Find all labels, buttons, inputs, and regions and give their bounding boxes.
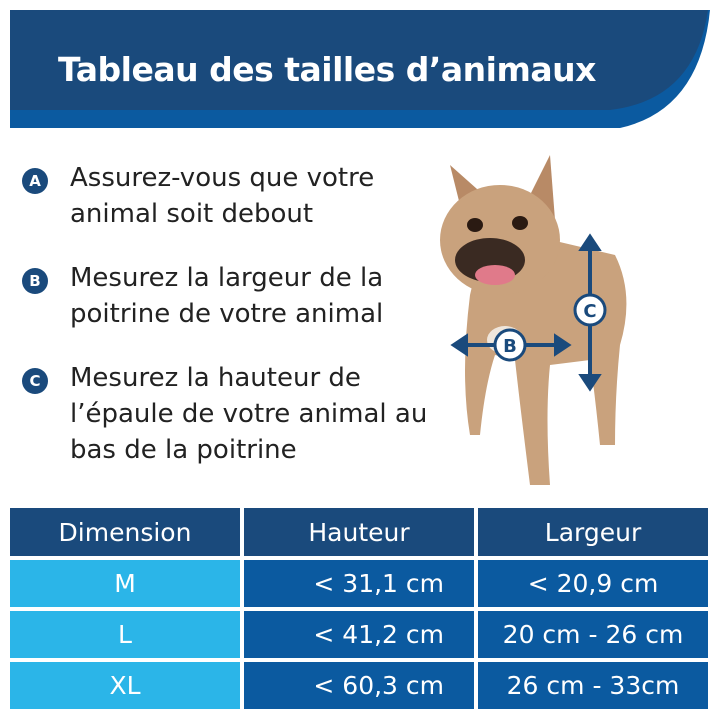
width-cell: < 20,9 cm — [478, 560, 708, 607]
height-label: C — [583, 301, 596, 322]
step-badge: C — [22, 368, 48, 394]
size-cell: XL — [10, 662, 240, 709]
banner-shape — [10, 10, 710, 128]
table-header: Dimension Hauteur Largeur — [10, 508, 708, 556]
dog-illustration: B C — [440, 155, 627, 485]
height-cell: < 41,2 cm — [244, 611, 474, 658]
step-a: A Assurez-vous que votre animal soit deb… — [22, 160, 430, 232]
header-banner: Tableau des tailles d’animaux — [10, 10, 710, 128]
table-row: M < 31,1 cm < 20,9 cm — [10, 560, 708, 607]
table-row: L < 41,2 cm 20 cm - 26 cm — [10, 611, 708, 658]
width-cell: 20 cm - 26 cm — [478, 611, 708, 658]
size-cell: L — [10, 611, 240, 658]
width-cell: 26 cm - 33cm — [478, 662, 708, 709]
step-c: C Mesurez la hauteur de l’épaule de votr… — [22, 360, 440, 468]
page-title: Tableau des tailles d’animaux — [58, 50, 596, 89]
step-badge: B — [22, 268, 48, 294]
width-label: B — [503, 336, 517, 357]
header-dimension: Dimension — [10, 508, 240, 556]
header-largeur: Largeur — [478, 508, 708, 556]
step-text: Assurez-vous que votre animal soit debou… — [70, 163, 375, 229]
step-text: Mesurez la hauteur de l’épaule de votre … — [70, 363, 428, 465]
height-cell: < 31,1 cm — [244, 560, 474, 607]
size-table: Dimension Hauteur Largeur M < 31,1 cm < … — [6, 504, 712, 713]
step-b: B Mesurez la largeur de la poitrine de v… — [22, 260, 430, 332]
step-badge: A — [22, 168, 48, 194]
header-hauteur: Hauteur — [244, 508, 474, 556]
table-row: XL < 60,3 cm 26 cm - 33cm — [10, 662, 708, 709]
size-cell: M — [10, 560, 240, 607]
step-text: Mesurez la largeur de la poitrine de vot… — [70, 263, 384, 329]
height-cell: < 60,3 cm — [244, 662, 474, 709]
